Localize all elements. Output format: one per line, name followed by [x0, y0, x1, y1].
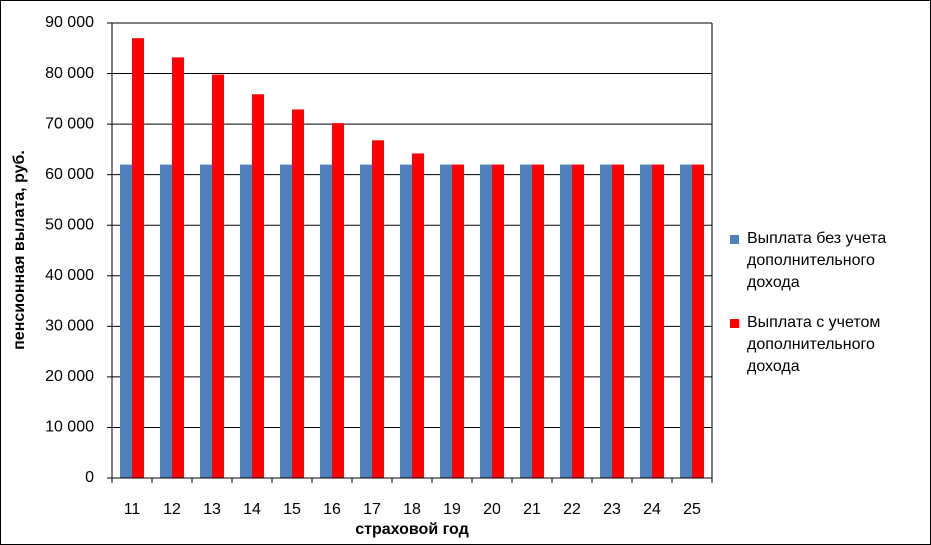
- legend-swatch: [730, 319, 739, 328]
- x-tick-label: 12: [163, 501, 181, 518]
- bar: [692, 164, 704, 479]
- bar: [492, 164, 504, 479]
- x-tick-label: 15: [283, 501, 301, 518]
- x-tick-label: 25: [683, 501, 701, 518]
- y-tick-label: 40 000: [45, 267, 94, 284]
- bar: [480, 164, 492, 479]
- x-tick-label: 19: [443, 501, 461, 518]
- bar: [412, 153, 424, 478]
- y-tick-label: 60 000: [45, 166, 94, 183]
- y-tick-label: 30 000: [45, 318, 94, 335]
- y-tick-label: 90 000: [45, 14, 94, 31]
- bar: [572, 164, 584, 479]
- bar: [440, 164, 452, 479]
- bar: [200, 164, 212, 479]
- x-axis-title: страховой год: [355, 521, 469, 538]
- y-tick-label: 20 000: [45, 368, 94, 385]
- bar: [120, 164, 132, 479]
- x-tick-label: 20: [483, 501, 501, 518]
- bar: [372, 140, 384, 479]
- bar: [520, 164, 532, 479]
- legend-label: Выплата без учета дополнительного дохода: [747, 230, 887, 291]
- y-tick-label: 80 000: [45, 65, 94, 82]
- y-tick-label: 0: [85, 469, 94, 486]
- y-tick-label: 50 000: [45, 216, 94, 233]
- legend: Выплата без учета дополнительного дохода…: [730, 228, 920, 396]
- legend-item: Выплата без учета дополнительного дохода: [730, 228, 920, 294]
- bar: [332, 123, 344, 478]
- bar: [640, 164, 652, 479]
- bar: [400, 164, 412, 479]
- bar: [320, 164, 332, 479]
- y-tick-label: 10 000: [45, 419, 94, 436]
- legend-swatch: [730, 235, 739, 244]
- bar: [292, 109, 304, 478]
- y-tick-label: 70 000: [45, 115, 94, 132]
- x-tick-label: 13: [203, 501, 221, 518]
- y-axis-title: пенсионная вылата, руб.: [11, 150, 28, 350]
- x-tick-label: 23: [603, 501, 621, 518]
- legend-label: Выплата с учетом дополнительного дохода: [747, 314, 881, 375]
- bar: [212, 74, 224, 479]
- x-tick-label: 16: [323, 501, 341, 518]
- x-tick-label: 11: [124, 501, 141, 518]
- bar: [612, 164, 624, 479]
- bar: [280, 164, 292, 479]
- bar: [652, 164, 664, 479]
- bar: [240, 164, 252, 479]
- bar: [252, 94, 264, 479]
- bar: [452, 164, 464, 479]
- x-tick-label: 18: [403, 501, 421, 518]
- bar: [560, 164, 572, 479]
- legend-item: Выплата с учетом дополнительного дохода: [730, 312, 920, 378]
- bar: [532, 164, 544, 479]
- x-tick-label: 21: [523, 501, 541, 518]
- bar: [360, 164, 372, 479]
- x-tick-label: 22: [563, 501, 581, 518]
- bar: [132, 38, 144, 479]
- bar: [172, 57, 184, 478]
- x-tick-label: 24: [643, 501, 661, 518]
- bar: [160, 164, 172, 479]
- x-tick-label: 14: [243, 501, 261, 518]
- bar: [600, 164, 612, 479]
- x-tick-label: 17: [363, 501, 381, 518]
- bar: [680, 164, 692, 479]
